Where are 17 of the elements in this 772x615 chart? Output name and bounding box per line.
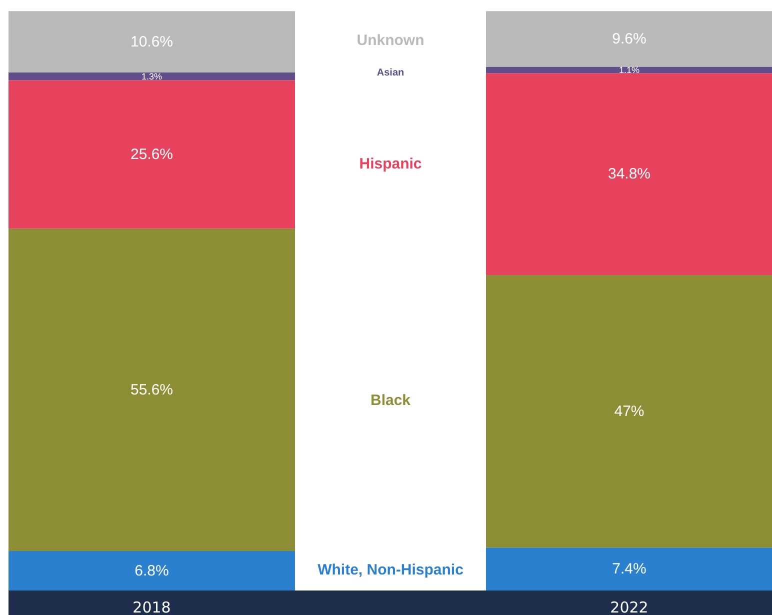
data-label: 7.4% xyxy=(612,560,646,578)
data-label: 55.6% xyxy=(130,381,174,398)
data-label: 47% xyxy=(614,402,644,420)
text: Hispanic xyxy=(359,156,422,173)
data-label: 1.1% xyxy=(618,64,640,75)
series-label: White, Non-Hispanic xyxy=(318,561,464,578)
x-tick-label: 2018 xyxy=(132,598,171,615)
data-label: 9.6% xyxy=(612,30,646,48)
data-label: 1.3% xyxy=(141,71,162,82)
data-label: 10.6% xyxy=(130,33,174,50)
text: Unknown xyxy=(356,32,424,49)
x-tick-label: 2022 xyxy=(610,598,648,615)
text: Black xyxy=(370,392,412,410)
data-label: 34.8% xyxy=(608,166,651,183)
text: Asian xyxy=(376,68,404,79)
data-label: 25.6% xyxy=(130,146,174,163)
data-label: 6.8% xyxy=(134,562,169,580)
